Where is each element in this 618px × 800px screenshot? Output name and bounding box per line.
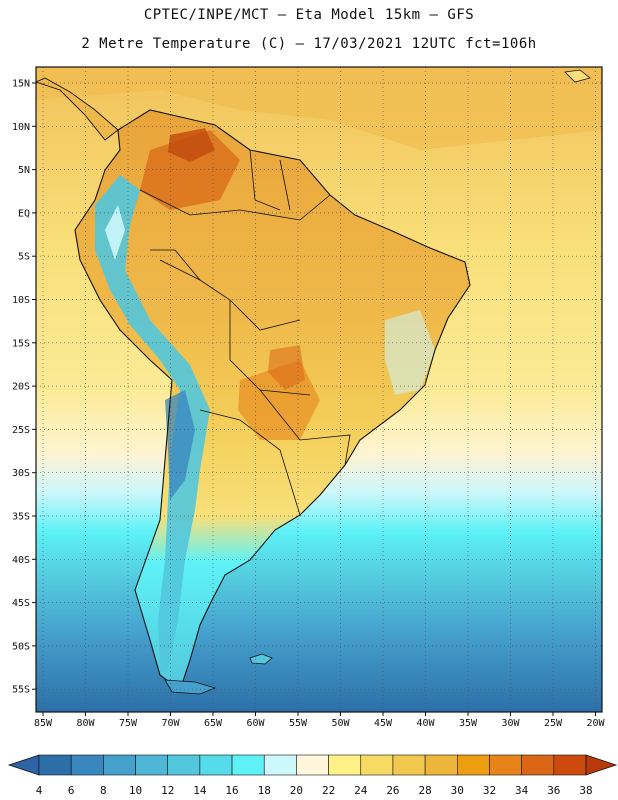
lon-tick-label: 60W: [246, 718, 265, 729]
colorbar-high-arrow: [585, 754, 618, 776]
colorbar-swatch: [456, 754, 490, 776]
map-frame: [35, 66, 603, 713]
coastline: [74, 109, 471, 691]
lat-tick-label: 20S: [12, 382, 30, 393]
colorbar-swatch: [199, 754, 233, 776]
falkland-islands: [249, 653, 273, 665]
lon-tick-label: 75W: [119, 718, 138, 729]
lat-tick-label: 40S: [12, 555, 30, 566]
colorbar-label: 10: [128, 784, 143, 797]
colorbar-swatch: [167, 754, 201, 776]
lat-tick-label: 15N: [12, 79, 30, 90]
lon-tick-label: 45W: [374, 718, 393, 729]
lat-tick-label: 10N: [12, 122, 30, 133]
colorbar-label: 4: [35, 784, 43, 797]
colorbar-swatch: [424, 754, 458, 776]
lat-tick-label: 5S: [18, 252, 30, 263]
colorbar-label: 36: [547, 784, 561, 797]
colorbar-label: 28: [418, 784, 432, 797]
colorbar-label: 26: [386, 784, 400, 797]
colorbar-swatch: [103, 754, 136, 776]
lon-tick-label: 55W: [289, 718, 308, 729]
colorbar-swatch: [521, 754, 555, 776]
title-line-1: CPTEC/INPE/MCT – Eta Model 15km – GFS: [143, 7, 475, 23]
colorbar-label: 30: [450, 784, 464, 797]
colorbar-swatch: [489, 754, 522, 776]
central-america: [36, 77, 119, 141]
colorbar-label: 24: [354, 784, 368, 797]
lon-tick-label: 80W: [76, 718, 95, 729]
lon-tick-label: 70W: [161, 718, 180, 729]
colorbar-label: 32: [482, 784, 497, 797]
lat-tick-label: 15S: [12, 338, 30, 349]
colorbar: [7, 754, 618, 776]
colorbar-label: 38: [579, 784, 593, 797]
colorbar-swatch: [38, 754, 72, 776]
lon-tick-label: 40W: [416, 718, 435, 729]
lat-tick-label: 25S: [12, 425, 30, 436]
colorbar-label: 20: [289, 784, 304, 797]
latitude-axis: 15N 10N 5N EQ 5S 10S 15S 20S 25S 30S 35S 40S 45S 50S 5…: [12, 79, 36, 696]
colorbar-label: 12: [161, 784, 175, 797]
lon-tick-label: 30W: [501, 718, 520, 729]
lat-tick-label: 10S: [12, 295, 30, 306]
colorbar-swatch: [135, 754, 169, 776]
colorbar-swatch: [553, 754, 587, 776]
lat-tick-label: 5N: [18, 165, 30, 176]
colorbar-label: 8: [100, 784, 107, 797]
lon-tick-label: 85W: [34, 718, 53, 729]
colorbar-swatch: [263, 754, 297, 776]
colorbar-low-arrow: [7, 754, 40, 776]
colorbar-swatch: [360, 754, 394, 776]
andes-cold-band: [95, 175, 210, 675]
colorbar-label: 18: [257, 784, 271, 797]
colorbar-swatch: [70, 754, 104, 776]
lat-tick-label: 45S: [12, 598, 30, 609]
title-line-2: 2 Metre Temperature (C) – 17/03/2021 12U…: [81, 36, 537, 52]
colorbar-swatch: [296, 754, 329, 776]
colorbar-swatch: [392, 754, 426, 776]
lat-tick-label: 55S: [12, 685, 30, 696]
lon-tick-label: 25W: [544, 718, 563, 729]
colorbar-label: 22: [321, 784, 336, 797]
lat-tick-label: 35S: [12, 512, 30, 523]
colorbar-label: 6: [67, 784, 75, 797]
colorbar-label: 34: [515, 784, 529, 797]
lat-tick-label: EQ: [18, 208, 30, 219]
country-borders: [139, 149, 351, 516]
lat-tick-label: 30S: [12, 468, 30, 479]
lon-tick-label: 35W: [459, 718, 478, 729]
colorbar-swatch: [328, 754, 362, 776]
lon-tick-label: 20W: [586, 718, 605, 729]
lon-tick-label: 65W: [204, 718, 223, 729]
lat-tick-label: 50S: [12, 641, 30, 652]
lon-tick-label: 50W: [331, 718, 350, 729]
longitude-axis: 85W 80W 75W 70W 65W 60W 55W 50W 45W 40W 35W 30W 25W 2…: [34, 712, 606, 729]
colorbar-swatch: [231, 754, 265, 776]
colorbar-label: 16: [225, 784, 239, 797]
colorbar-label: 14: [193, 784, 207, 797]
